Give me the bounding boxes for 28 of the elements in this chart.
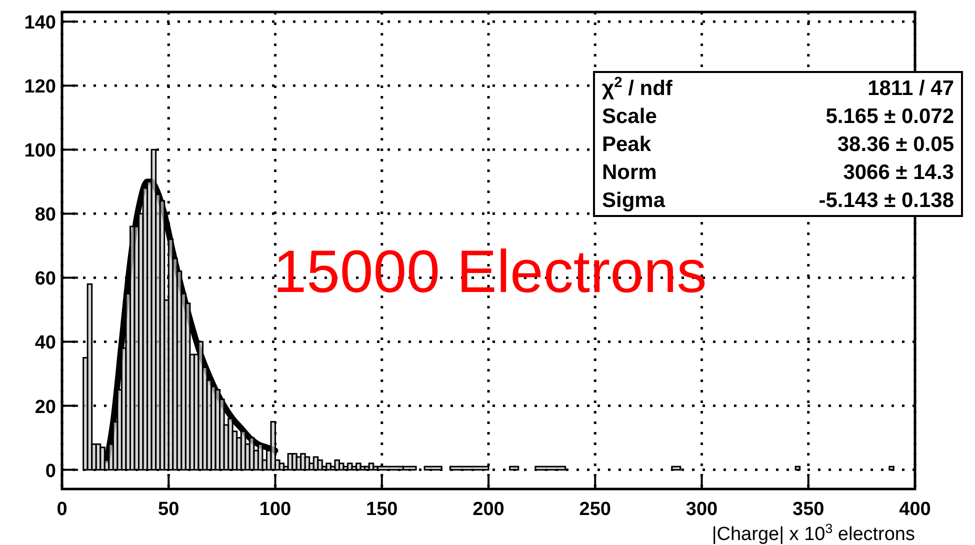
annotation: Peak	[602, 133, 652, 156]
y-tick-label: 80	[34, 204, 56, 226]
y-tick-label: 0	[45, 460, 56, 482]
x-tick-label: 50	[158, 499, 180, 520]
annotation: χ$^{2}$ / ndf	[602, 75, 674, 100]
annotation: Scale	[602, 105, 657, 128]
y-tick-label: 60	[34, 268, 56, 290]
annotation: -5.143 ± 0.138	[818, 189, 954, 212]
x-axis-title: |Charge| x 10$^{3}$ electrons	[712, 520, 915, 545]
annotation: 38.36 ± 0.05	[837, 133, 954, 156]
y-tick-label: 100	[24, 140, 56, 162]
annotation: 15000 Electrons	[273, 238, 707, 305]
x-tick-label: 200	[472, 499, 504, 520]
annotation: Norm	[602, 161, 657, 184]
annotation: Sigma	[602, 189, 666, 212]
y-tick-label: 140	[24, 12, 56, 34]
annotation: 1811 / 47	[868, 77, 954, 100]
annotation: 3066 ± 14.3	[843, 161, 954, 184]
annotation: 5.165 ± 0.072	[826, 105, 954, 128]
y-tick-label: 20	[34, 396, 56, 418]
x-tick-label: 100	[259, 499, 292, 520]
x-tick-label: 150	[366, 499, 398, 520]
x-tick-label: 250	[579, 499, 611, 520]
y-tick-label: 40	[34, 332, 56, 354]
x-tick-label: 350	[792, 499, 824, 520]
x-tick-label: 300	[686, 499, 718, 520]
y-tick-label: 120	[24, 76, 56, 98]
x-tick-label: 400	[899, 499, 931, 520]
